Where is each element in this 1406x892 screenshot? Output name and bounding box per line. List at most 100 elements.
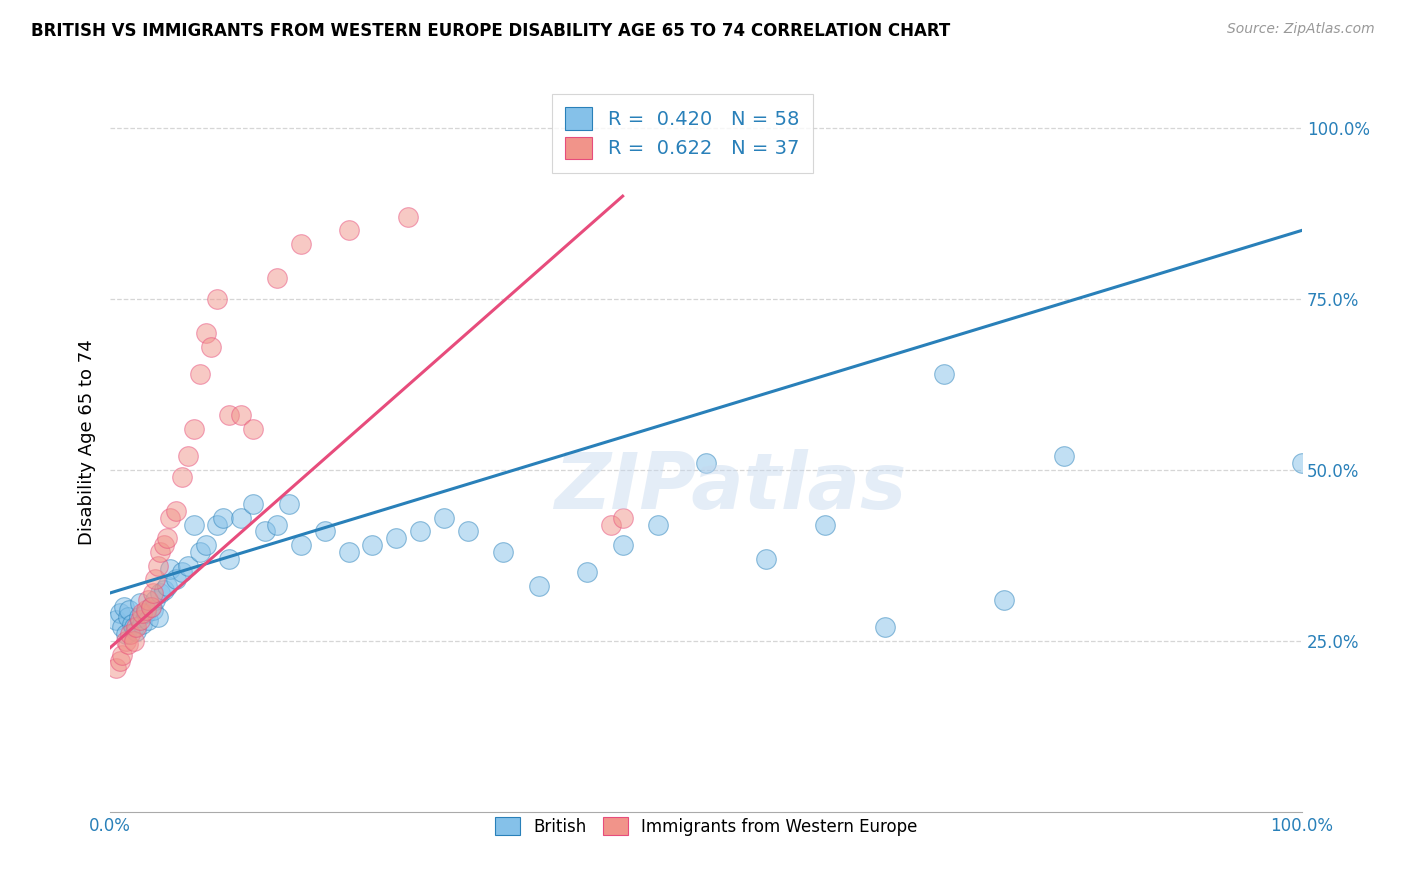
- Point: [156, 531, 179, 545]
- Point: [152, 538, 174, 552]
- Point: [266, 271, 288, 285]
- Point: [934, 367, 956, 381]
- Point: [139, 599, 162, 614]
- Point: [612, 510, 634, 524]
- Point: [159, 510, 181, 524]
- Point: [176, 558, 198, 573]
- Point: [145, 592, 167, 607]
- Point: [125, 620, 148, 634]
- Point: [599, 517, 621, 532]
- Point: [218, 408, 240, 422]
- Point: [183, 517, 205, 532]
- Point: [135, 603, 157, 617]
- Point: [105, 613, 128, 627]
- Point: [159, 562, 181, 576]
- Point: [492, 545, 515, 559]
- Point: [120, 627, 142, 641]
- Point: [242, 422, 264, 436]
- Point: [149, 586, 172, 600]
- Point: [993, 592, 1015, 607]
- Point: [433, 510, 456, 524]
- Point: [114, 599, 136, 614]
- Point: [1291, 456, 1313, 470]
- Point: [183, 422, 205, 436]
- Point: [146, 558, 169, 573]
- Point: [129, 596, 152, 610]
- Point: [207, 517, 229, 532]
- Point: [131, 607, 153, 621]
- Point: [647, 517, 669, 532]
- Point: [142, 586, 165, 600]
- Point: [146, 610, 169, 624]
- Point: [385, 531, 408, 545]
- Point: [695, 456, 717, 470]
- Point: [118, 603, 141, 617]
- Point: [314, 524, 336, 539]
- Point: [170, 469, 193, 483]
- Point: [290, 237, 312, 252]
- Point: [135, 607, 157, 621]
- Point: [814, 517, 837, 532]
- Point: [165, 572, 187, 586]
- Point: [755, 551, 778, 566]
- Point: [266, 517, 288, 532]
- Point: [337, 223, 360, 237]
- Point: [111, 648, 134, 662]
- Point: [575, 566, 598, 580]
- Point: [529, 579, 551, 593]
- Point: [207, 292, 229, 306]
- Point: [129, 613, 152, 627]
- Point: [149, 545, 172, 559]
- Point: [1053, 449, 1076, 463]
- Text: BRITISH VS IMMIGRANTS FROM WESTERN EUROPE DISABILITY AGE 65 TO 74 CORRELATION CH: BRITISH VS IMMIGRANTS FROM WESTERN EUROP…: [31, 22, 950, 40]
- Point: [242, 497, 264, 511]
- Point: [212, 510, 235, 524]
- Point: [108, 654, 131, 668]
- Point: [156, 579, 179, 593]
- Point: [194, 538, 217, 552]
- Point: [231, 408, 253, 422]
- Point: [111, 620, 134, 634]
- Point: [136, 592, 159, 607]
- Point: [105, 661, 128, 675]
- Point: [409, 524, 432, 539]
- Point: [873, 620, 896, 634]
- Point: [114, 627, 136, 641]
- Point: [218, 551, 240, 566]
- Point: [125, 624, 148, 638]
- Point: [290, 538, 312, 552]
- Point: [176, 449, 198, 463]
- Point: [278, 497, 301, 511]
- Point: [170, 566, 193, 580]
- Point: [612, 538, 634, 552]
- Point: [131, 616, 153, 631]
- Point: [396, 210, 419, 224]
- Point: [136, 613, 159, 627]
- Point: [122, 633, 145, 648]
- Text: ZIPatlas: ZIPatlas: [554, 449, 905, 524]
- Point: [337, 545, 360, 559]
- Point: [145, 572, 167, 586]
- Point: [152, 582, 174, 597]
- Point: [108, 607, 131, 621]
- Point: [139, 599, 162, 614]
- Y-axis label: Disability Age 65 to 74: Disability Age 65 to 74: [79, 340, 96, 545]
- Point: [457, 524, 479, 539]
- Point: [117, 637, 139, 651]
- Point: [128, 610, 150, 624]
- Point: [122, 620, 145, 634]
- Text: Source: ZipAtlas.com: Source: ZipAtlas.com: [1227, 22, 1375, 37]
- Point: [114, 633, 136, 648]
- Point: [231, 510, 253, 524]
- Point: [361, 538, 384, 552]
- Point: [188, 367, 211, 381]
- Point: [117, 610, 139, 624]
- Legend: British, Immigrants from Western Europe: British, Immigrants from Western Europe: [486, 809, 927, 844]
- Point: [200, 340, 222, 354]
- Point: [121, 616, 143, 631]
- Point: [194, 326, 217, 340]
- Point: [142, 603, 165, 617]
- Point: [254, 524, 277, 539]
- Point: [165, 504, 187, 518]
- Point: [188, 545, 211, 559]
